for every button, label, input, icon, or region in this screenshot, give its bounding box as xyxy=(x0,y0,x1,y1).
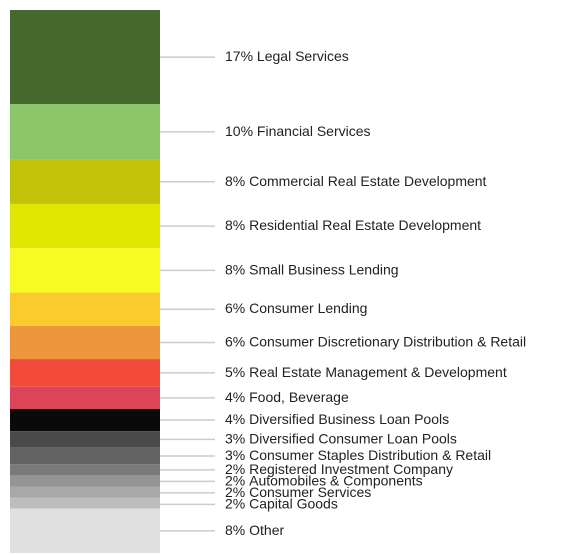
category-label: Residential Real Estate Development xyxy=(249,217,481,233)
bar-segment xyxy=(10,497,160,509)
segment-label: 8% Residential Real Estate Development xyxy=(225,217,481,233)
value-label: 3% xyxy=(225,447,245,463)
bar-segment xyxy=(10,10,160,105)
category-label: Financial Services xyxy=(257,123,371,139)
category-label: Diversified Business Loan Pools xyxy=(249,411,449,427)
segment-label: 8% Other xyxy=(225,522,284,538)
category-label: Consumer Services xyxy=(249,484,371,500)
value-label: 8% xyxy=(225,261,245,277)
category-label: Food, Beverage xyxy=(249,389,349,405)
segment-label: 4% Diversified Business Loan Pools xyxy=(225,411,449,427)
category-label: Registered Investment Company xyxy=(249,461,453,477)
value-label: 2% xyxy=(225,484,245,500)
value-label: 5% xyxy=(225,364,245,380)
value-label: 8% xyxy=(225,172,245,188)
bar-segment xyxy=(10,486,160,498)
category-label: Capital Goods xyxy=(249,495,338,511)
segment-label: 2% Automobiles & Components xyxy=(225,472,423,488)
segment-label: 6% Consumer Discretionary Distribution &… xyxy=(225,333,526,349)
category-label: Consumer Discretionary Distribution & Re… xyxy=(249,333,526,349)
bar-segment xyxy=(10,408,160,432)
segment-label: 3% Consumer Staples Distribution & Retai… xyxy=(225,447,491,463)
value-label: 3% xyxy=(225,430,245,446)
category-label: Consumer Staples Distribution & Retail xyxy=(249,447,491,463)
bar-segment xyxy=(10,248,160,293)
value-label: 4% xyxy=(225,411,245,427)
segment-label: 17% Legal Services xyxy=(225,48,349,64)
value-label: 6% xyxy=(225,333,245,349)
category-label: Automobiles & Components xyxy=(249,472,423,488)
category-label: Consumer Lending xyxy=(249,300,367,316)
segment-label: 4% Food, Beverage xyxy=(225,389,349,405)
bar-segment xyxy=(10,203,160,249)
segment-label: 2% Registered Investment Company xyxy=(225,461,453,477)
bar-segment xyxy=(10,359,160,387)
bar-segment xyxy=(10,292,160,326)
bar-segment xyxy=(10,508,160,553)
segment-label: 2% Consumer Services xyxy=(225,484,371,500)
value-label: 2% xyxy=(225,472,245,488)
bar-segment xyxy=(10,464,160,476)
value-label: 10% xyxy=(225,123,253,139)
value-label: 17% xyxy=(225,48,253,64)
segment-label: 8% Commercial Real Estate Development xyxy=(225,172,487,188)
category-label: Legal Services xyxy=(257,48,349,64)
category-label: Small Business Lending xyxy=(249,261,398,277)
segment-label: 6% Consumer Lending xyxy=(225,300,367,316)
bar-segment xyxy=(10,159,160,204)
bar-segment xyxy=(10,431,160,448)
bar-segment xyxy=(10,475,160,487)
bar-segment xyxy=(10,386,160,409)
segment-label: 2% Capital Goods xyxy=(225,495,338,511)
segment-label: 8% Small Business Lending xyxy=(225,261,399,277)
value-label: 6% xyxy=(225,300,245,316)
value-label: 4% xyxy=(225,389,245,405)
category-label: Real Estate Management & Development xyxy=(249,364,507,380)
bar-segment xyxy=(10,447,160,465)
value-label: 2% xyxy=(225,461,245,477)
category-label: Diversified Consumer Loan Pools xyxy=(249,430,457,446)
category-label: Other xyxy=(249,522,284,538)
value-label: 8% xyxy=(225,217,245,233)
bar-segment xyxy=(10,104,160,160)
value-label: 8% xyxy=(225,522,245,538)
segment-label: 10% Financial Services xyxy=(225,123,371,139)
value-label: 2% xyxy=(225,495,245,511)
bar-segment xyxy=(10,325,160,360)
category-label: Commercial Real Estate Development xyxy=(249,172,486,188)
segment-label: 5% Real Estate Management & Development xyxy=(225,364,507,380)
segment-label: 3% Diversified Consumer Loan Pools xyxy=(225,430,457,446)
